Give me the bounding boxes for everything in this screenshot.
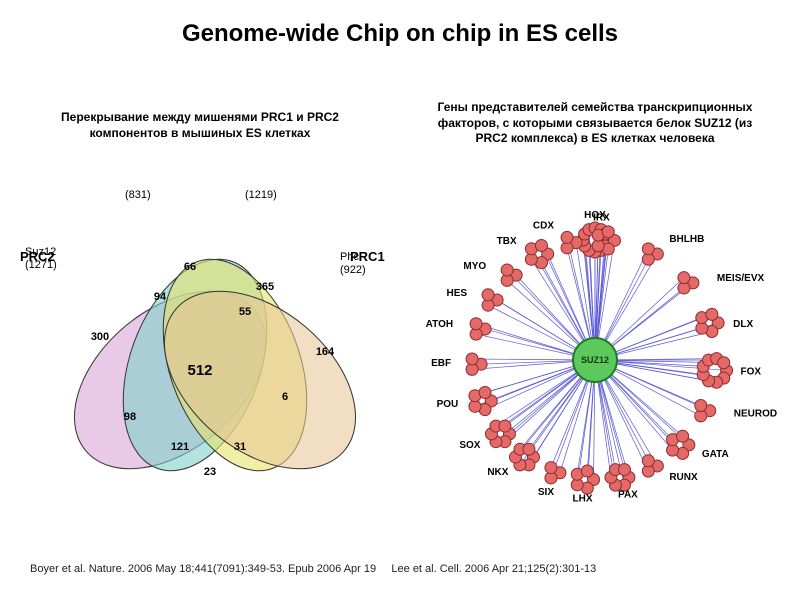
cluster-label: FOX <box>741 366 762 377</box>
venn-region-number: 55 <box>239 306 251 318</box>
citations: Boyer et al. Nature. 2006 May 18;441(709… <box>30 563 770 575</box>
cluster-label: PAX <box>618 489 638 500</box>
gene-node <box>602 226 614 238</box>
gene-node <box>677 430 689 442</box>
gene-node <box>482 289 494 301</box>
venn-region-number: 98 <box>124 411 136 423</box>
venn-region-number: 512 <box>187 362 212 379</box>
venn-diagram: PRC2 PRC1 Suz12(1271)Eed(831)Rnf2(1219)P… <box>20 190 400 530</box>
gene-node <box>535 239 547 251</box>
cluster-label: GATA <box>702 449 729 460</box>
gene-node <box>479 386 491 398</box>
gene-node <box>718 357 730 369</box>
cluster-label: CDX <box>533 221 554 232</box>
cluster-label: DLX <box>733 319 753 330</box>
cluster-label: EBF <box>431 358 451 369</box>
cluster-label: SOX <box>459 440 480 451</box>
venn-set-count: (1219) <box>245 190 277 201</box>
venn-region-number: 6 <box>282 391 288 403</box>
gene-node <box>470 318 482 330</box>
citation-left: Boyer et al. Nature. 2006 May 18;441(709… <box>30 563 376 575</box>
cluster-label: ATOH <box>426 319 453 330</box>
venn-region-number: 365 <box>256 281 274 293</box>
venn-set-count: (922) <box>340 264 366 276</box>
gene-node <box>678 272 690 284</box>
cluster-label: NEUROD <box>734 409 777 420</box>
citation-right: Lee et al. Cell. 2006 Apr 21;125(2):301-… <box>391 563 596 575</box>
gene-node <box>642 455 654 467</box>
venn-region-number: 31 <box>234 441 246 453</box>
venn-caption: Перекрывание между мишенями PRC1 и PRC2 … <box>50 110 350 141</box>
cluster-label: BHLHB <box>669 234 704 245</box>
gene-node <box>561 231 573 243</box>
prc1-label: PRC1 <box>350 250 385 264</box>
gene-node <box>501 264 513 276</box>
gene-node <box>642 243 654 255</box>
gene-node <box>581 465 593 477</box>
gene-node <box>499 420 511 432</box>
cluster-label: LHX <box>573 494 593 505</box>
venn-region-number: 164 <box>316 346 335 358</box>
venn-region-number: 121 <box>171 441 189 453</box>
network-diagram: HOXBHLHBMEIS/EVXDLXFOXNEURODGATARUNXPAXL… <box>400 170 790 540</box>
cluster-label: MEIS/EVX <box>717 273 765 284</box>
cluster-label: SIX <box>538 487 554 498</box>
gene-node <box>695 400 707 412</box>
gene-node <box>523 443 535 455</box>
venn-region-number: 300 <box>91 331 109 343</box>
hub-label: SUZ12 <box>581 355 609 365</box>
gene-node <box>706 308 718 320</box>
cluster-label: NKX <box>487 467 508 478</box>
venn-svg: Suz12(1271)Eed(831)Rnf2(1219)Phc(922)300… <box>20 190 400 530</box>
cluster-label: IRX <box>593 212 610 223</box>
gene-node <box>545 462 557 474</box>
cluster-label: RUNX <box>669 472 698 483</box>
venn-region-number: 66 <box>184 261 196 273</box>
cluster-label: POU <box>437 399 459 410</box>
venn-set-count: (831) <box>125 190 151 201</box>
venn-region-number: 94 <box>154 291 167 303</box>
network-svg: HOXBHLHBMEIS/EVXDLXFOXNEURODGATARUNXPAXL… <box>400 170 790 540</box>
cluster-label: HES <box>447 288 468 299</box>
cluster-label: MYO <box>463 261 486 272</box>
network-caption: Гены представителей семейства транскрипц… <box>430 100 760 147</box>
prc2-label: PRC2 <box>20 250 55 264</box>
venn-region-number: 23 <box>204 466 216 478</box>
slide-title: Genome-wide Chip on chip in ES cells <box>0 20 800 48</box>
gene-node <box>618 464 630 476</box>
cluster-label: TBX <box>497 236 517 247</box>
gene-node <box>466 353 478 365</box>
